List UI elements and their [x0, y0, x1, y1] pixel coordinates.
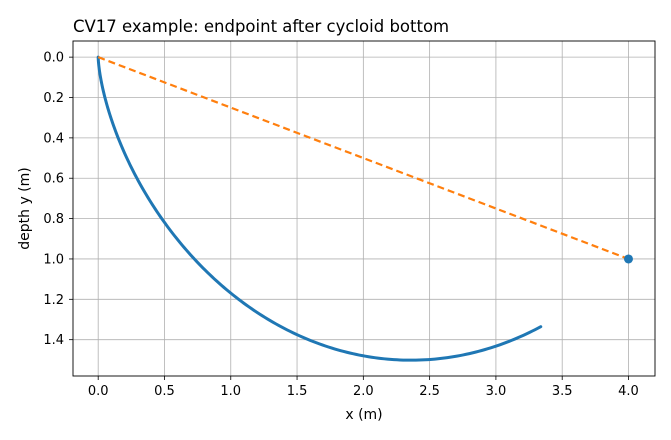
x-axis-label: x (m)	[345, 407, 382, 423]
y-tick-label: 0.0	[43, 51, 64, 66]
y-axis-ticks: 0.0 0.2 0.4 0.6 0.8 1.0 1.2 1.4	[43, 51, 73, 348]
y-tick-label: 0.8	[43, 212, 64, 227]
x-axis-ticks: 0.0 0.5 1.0 1.5 2.0 2.5 3.0 3.5 4.0	[88, 376, 639, 399]
grid	[73, 41, 655, 376]
series-layer	[96, 55, 633, 362]
x-tick-label: 4.0	[618, 384, 639, 399]
x-tick-label: 3.0	[486, 384, 507, 399]
x-tick-label: 2.5	[419, 384, 440, 399]
chart-title: CV17 example: endpoint after cycloid bot…	[73, 17, 449, 36]
y-axis-label: depth y (m)	[17, 167, 33, 250]
y-tick-label: 0.2	[43, 91, 64, 106]
x-tick-label: 1.0	[220, 384, 241, 399]
x-tick-label: 1.5	[287, 384, 308, 399]
y-tick-label: 0.4	[43, 131, 64, 146]
y-tick-label: 1.0	[43, 252, 64, 267]
x-tick-label: 0.0	[88, 384, 109, 399]
x-tick-label: 3.5	[552, 384, 573, 399]
plot-area: 0.0 0.5 1.0 1.5 2.0 2.5 3.0 3.5 4.0 0.0 0.2 0.4 0.6…	[43, 40, 656, 399]
axes-frame	[72, 40, 656, 377]
y-tick-label: 0.6	[43, 172, 64, 187]
y-tick-label: 1.4	[43, 333, 64, 348]
x-tick-label: 0.5	[154, 384, 175, 399]
x-tick-label: 2.0	[353, 384, 374, 399]
y-tick-label: 1.2	[43, 293, 64, 308]
cycloid-curve-line	[96, 55, 543, 362]
endpoint-marker	[623, 254, 633, 264]
straight-line-dashed	[97, 56, 629, 260]
